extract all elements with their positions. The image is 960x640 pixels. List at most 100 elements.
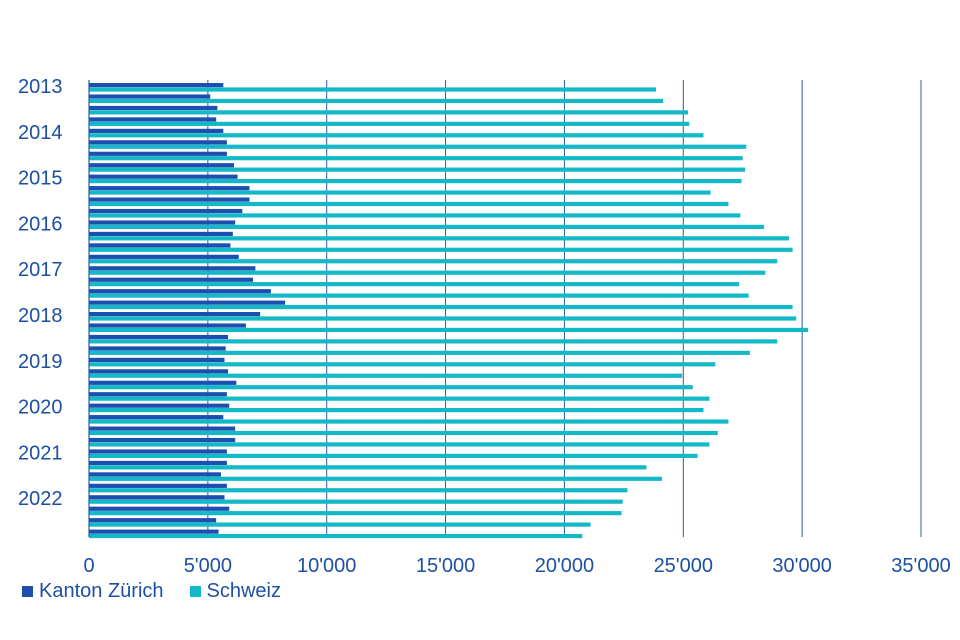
y-tick-label: 2014 bbox=[18, 122, 63, 144]
bar-schweiz bbox=[89, 213, 741, 218]
y-tick-label: 2016 bbox=[18, 213, 63, 235]
legend: Kanton Zürich Schweiz bbox=[22, 580, 281, 603]
bar-kanton-zuerich bbox=[89, 186, 250, 191]
bar-schweiz bbox=[89, 385, 693, 390]
bar-kanton-zuerich bbox=[89, 140, 227, 145]
legend-item-kanton-zuerich: Kanton Zürich bbox=[22, 580, 164, 603]
bar-schweiz bbox=[89, 110, 689, 115]
legend-label-schweiz: Schweiz bbox=[206, 580, 281, 602]
bar-schweiz bbox=[89, 430, 718, 436]
bar-kanton-zuerich bbox=[89, 426, 236, 431]
bar-schweiz bbox=[89, 476, 662, 481]
bar-kanton-zuerich bbox=[89, 254, 239, 259]
bar-schweiz bbox=[89, 282, 740, 287]
bar-schweiz bbox=[89, 442, 710, 447]
bar-kanton-zuerich bbox=[89, 415, 224, 420]
x-tick-label: 35'000 bbox=[891, 555, 950, 577]
x-tick-label: 20'000 bbox=[535, 555, 594, 577]
bar-kanton-zuerich bbox=[89, 392, 227, 397]
y-tick-label: 2019 bbox=[18, 351, 63, 373]
bar-schweiz bbox=[89, 339, 778, 344]
x-tick-label: 5'000 bbox=[184, 555, 232, 577]
x-tick-label: 10'000 bbox=[297, 555, 356, 577]
bar-schweiz bbox=[89, 98, 664, 104]
bar-schweiz bbox=[89, 270, 766, 275]
bar-schweiz bbox=[89, 533, 583, 539]
bar-schweiz bbox=[89, 350, 750, 355]
x-tick-label: 30'000 bbox=[772, 555, 831, 577]
bar-kanton-zuerich bbox=[89, 300, 286, 305]
bar-kanton-zuerich bbox=[89, 128, 224, 133]
bar-kanton-zuerich bbox=[89, 403, 230, 408]
legend-swatch-kanton-zuerich bbox=[22, 586, 33, 597]
bar-kanton-zuerich bbox=[89, 529, 219, 534]
y-tick-label: 2022 bbox=[18, 488, 63, 510]
x-tick-label: 15'000 bbox=[416, 555, 475, 577]
y-tick-label: 2021 bbox=[18, 442, 63, 464]
bar-schweiz bbox=[89, 224, 765, 229]
y-tick-label: 2018 bbox=[18, 305, 63, 327]
bar-kanton-zuerich bbox=[89, 117, 217, 122]
bar-kanton-zuerich bbox=[89, 289, 271, 294]
bar-kanton-zuerich bbox=[89, 151, 227, 156]
y-tick-label: 2020 bbox=[18, 397, 63, 419]
y-tick-label: 2015 bbox=[18, 168, 63, 190]
bar-kanton-zuerich bbox=[89, 277, 254, 282]
bar-schweiz bbox=[89, 236, 790, 241]
bar-schweiz bbox=[89, 327, 809, 333]
bar-kanton-zuerich bbox=[89, 231, 233, 237]
bar-kanton-zuerich bbox=[89, 483, 227, 488]
bar-kanton-zuerich bbox=[89, 334, 229, 340]
bar-schweiz bbox=[89, 488, 628, 493]
bar-schweiz bbox=[89, 167, 746, 172]
bar-schweiz bbox=[89, 156, 743, 161]
bar-schweiz bbox=[89, 133, 704, 138]
bar-schweiz bbox=[89, 465, 647, 470]
axes: 0 5'000 10'000 15'000 20'000 25'000 30'000 35'0… bbox=[18, 76, 951, 577]
bar-schweiz bbox=[89, 396, 710, 401]
bar-kanton-zuerich bbox=[89, 506, 230, 511]
bar-kanton-zuerich bbox=[89, 472, 221, 477]
bar-kanton-zuerich bbox=[89, 174, 238, 179]
bar-schweiz bbox=[89, 373, 683, 378]
x-tick-label: 25'000 bbox=[654, 555, 713, 577]
bar-kanton-zuerich bbox=[89, 197, 250, 202]
y-tick-label: 2013 bbox=[18, 76, 63, 98]
bar-kanton-zuerich bbox=[89, 437, 236, 443]
bar-kanton-zuerich bbox=[89, 323, 246, 328]
legend-label-kanton-zuerich: Kanton Zürich bbox=[39, 580, 164, 602]
y-tick-label: 2017 bbox=[18, 259, 63, 281]
bar-kanton-zuerich bbox=[89, 380, 237, 385]
bar-schweiz bbox=[89, 408, 704, 413]
bar-schweiz bbox=[89, 87, 656, 92]
legend-swatch-schweiz bbox=[189, 586, 201, 597]
bar-kanton-zuerich bbox=[89, 220, 236, 225]
bar-kanton-zuerich bbox=[89, 83, 224, 88]
bar-kanton-zuerich bbox=[89, 208, 243, 214]
bar-kanton-zuerich bbox=[89, 369, 229, 374]
bar-kanton-zuerich bbox=[89, 243, 231, 248]
bars bbox=[89, 83, 809, 539]
bar-schweiz bbox=[89, 453, 698, 458]
bar-schweiz bbox=[89, 316, 797, 321]
bar-schweiz bbox=[89, 259, 778, 264]
bar-schweiz bbox=[89, 362, 716, 367]
bar-schweiz bbox=[89, 522, 591, 527]
bar-kanton-zuerich bbox=[89, 163, 235, 168]
bar-kanton-zuerich bbox=[89, 105, 218, 111]
bar-schweiz bbox=[89, 293, 749, 298]
bar-kanton-zuerich bbox=[89, 357, 225, 362]
bar-kanton-zuerich bbox=[89, 94, 211, 99]
bar-kanton-zuerich bbox=[89, 266, 256, 271]
bar-schweiz bbox=[89, 190, 711, 195]
bar-schweiz bbox=[89, 511, 622, 516]
bar-schweiz bbox=[89, 201, 729, 207]
bar-schweiz bbox=[89, 121, 690, 126]
bar-kanton-zuerich bbox=[89, 449, 227, 454]
legend-item-schweiz: Schweiz bbox=[189, 580, 281, 603]
bar-schweiz bbox=[89, 247, 793, 252]
bar-kanton-zuerich bbox=[89, 460, 227, 466]
bar-kanton-zuerich bbox=[89, 312, 261, 317]
bar-kanton-zuerich bbox=[89, 495, 225, 500]
